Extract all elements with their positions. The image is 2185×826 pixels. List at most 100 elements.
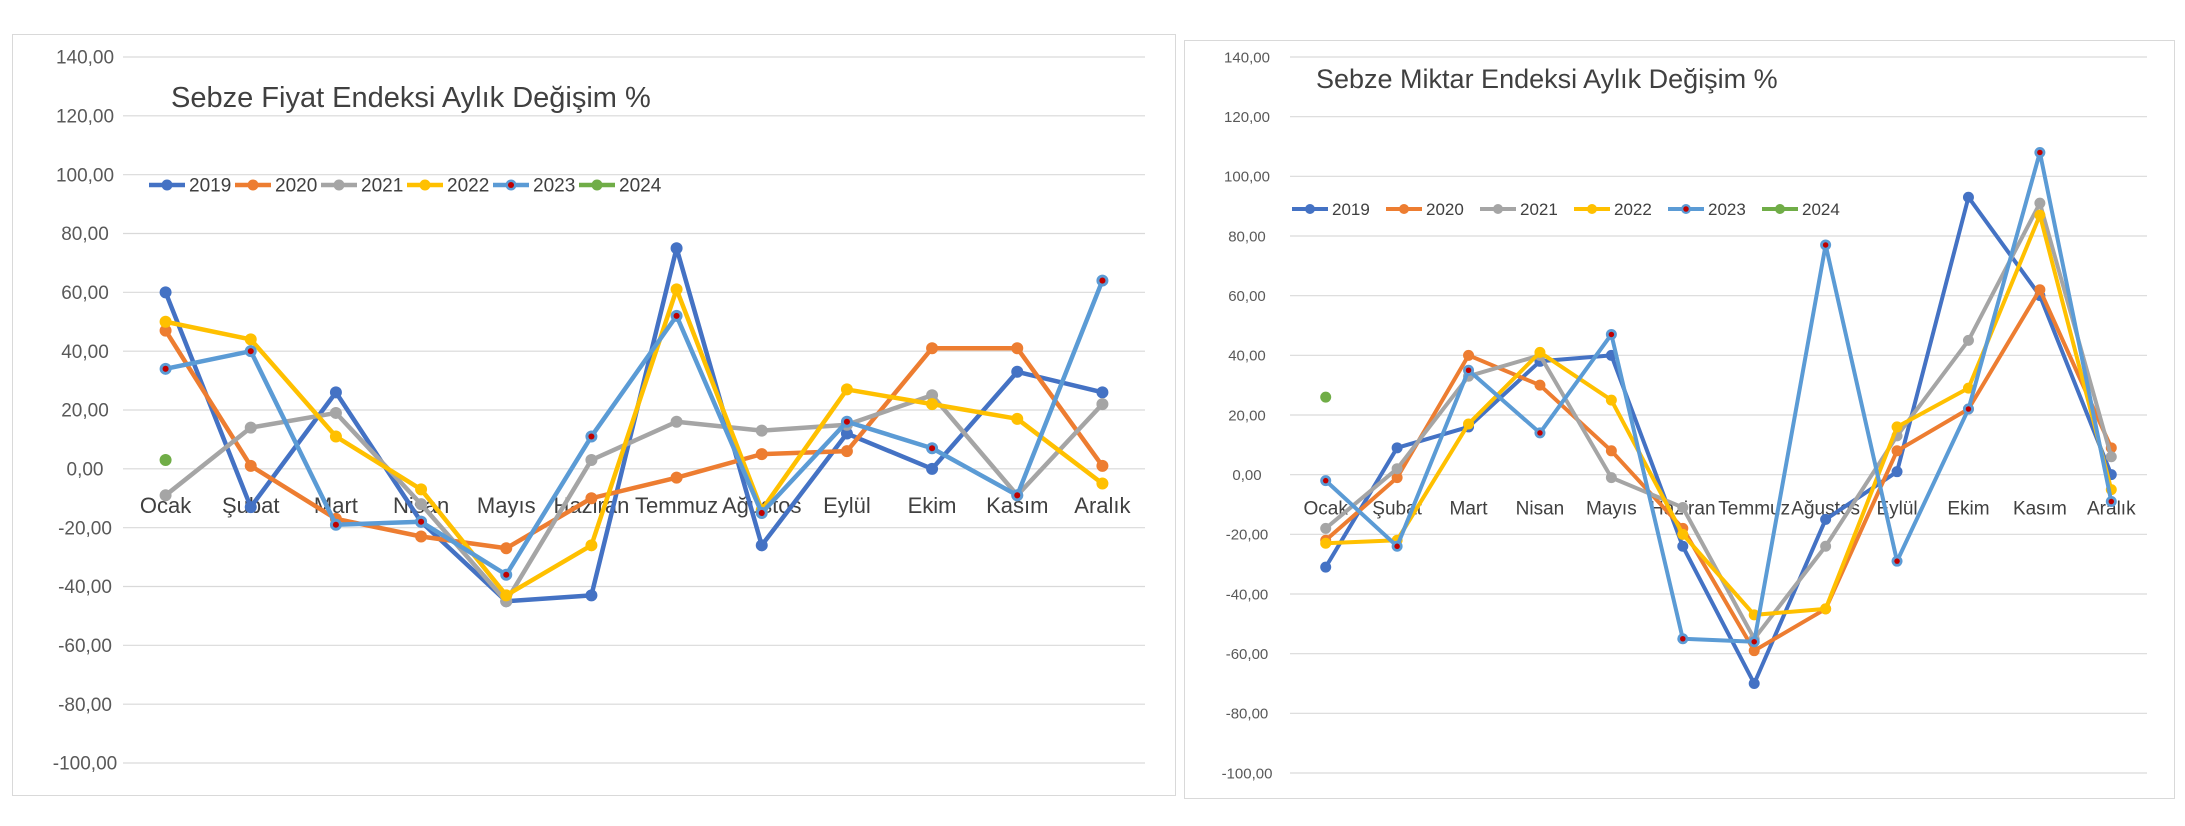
- chart-panel-fiyat: 140,00 120,00 100,00 80,00 60,00 40,00 20,00 0,…: [12, 34, 1176, 796]
- data-point-2021: [585, 454, 598, 467]
- x-category-label: Temmuz: [1718, 499, 1790, 520]
- data-point-2022: [1534, 346, 1546, 358]
- data-point-center-2023: [1680, 636, 1686, 642]
- data-point-2019: [244, 501, 257, 514]
- data-point-2021: [1320, 522, 1332, 534]
- data-point-center-2023: [673, 312, 680, 319]
- y-tick-label: -40,00: [58, 577, 112, 598]
- data-point-2022: [500, 589, 513, 602]
- legend-marker-2019: [1305, 204, 1315, 214]
- x-category-label: Nisan: [1516, 499, 1565, 520]
- data-point-2021: [1962, 334, 1974, 346]
- data-point-center-2023: [1822, 242, 1829, 248]
- data-point-center-2023: [2108, 498, 2115, 505]
- data-point-2022: [1820, 603, 1832, 615]
- data-point-center-2023: [758, 509, 765, 516]
- data-point-2021: [670, 415, 683, 428]
- data-point-2020: [415, 530, 428, 543]
- y-tick-label: -80,00: [58, 695, 112, 716]
- data-point-center-2023: [1537, 430, 1543, 436]
- x-category-label: Ağustos: [1791, 499, 1860, 520]
- legend-marker-center-2023: [507, 181, 515, 189]
- data-point-2021: [1820, 540, 1832, 552]
- data-point-2019: [1011, 365, 1024, 378]
- data-point-2021: [2034, 197, 2046, 209]
- data-point-2022: [670, 283, 683, 296]
- data-point-2019: [329, 386, 342, 399]
- data-point-2019: [1962, 191, 1974, 203]
- chart-panel-miktar: 140,00 120,00 100,00 80,00 60,00 40,00 20,00 0,…: [1184, 40, 2175, 799]
- data-point-2019: [1677, 540, 1689, 552]
- y-tick-label: -80,00: [1226, 706, 1269, 723]
- chart-title: Sebze Miktar Endeksi Aylık Değişim %: [1316, 64, 1778, 94]
- x-category-label: Mayıs: [477, 493, 536, 518]
- legend-marker-2021: [1493, 204, 1503, 214]
- y-tick-label: -40,00: [1226, 586, 1269, 603]
- data-point-2019: [1820, 513, 1832, 525]
- y-tick-label: 0,00: [67, 459, 104, 480]
- legend-marker-center-2023: [1683, 206, 1689, 212]
- legend-marker-2022: [419, 179, 431, 191]
- data-point-2019: [926, 462, 939, 475]
- data-point-2020: [755, 448, 768, 461]
- y-tick-label: 20,00: [1228, 407, 1266, 424]
- data-point-2020: [244, 459, 257, 472]
- data-point-center-2023: [2037, 149, 2043, 156]
- y-tick-label: 120,00: [56, 106, 114, 127]
- series-line-2019: [163, 245, 1105, 604]
- data-point-2020: [1463, 349, 1475, 361]
- legend-marker-2021: [333, 179, 345, 191]
- legend-label-2024: 2024: [619, 176, 662, 197]
- data-point-center-2023: [1751, 638, 1757, 645]
- series-line-2020: [163, 328, 1105, 551]
- data-point-2021: [329, 406, 342, 419]
- y-tick-label: 80,00: [1228, 228, 1266, 245]
- legend-label-2021: 2021: [361, 176, 403, 197]
- data-point-2022: [1011, 412, 1024, 425]
- y-tick-label: 40,00: [1228, 348, 1266, 365]
- x-category-label: Temmuz: [635, 493, 718, 518]
- y-tick-label: 20,00: [61, 401, 109, 422]
- legend-label-2023: 2023: [1708, 200, 1746, 219]
- data-point-2022: [415, 483, 428, 496]
- series-line-2022: [163, 287, 1105, 598]
- x-category-label: Ekim: [908, 493, 957, 518]
- data-point-2019: [670, 242, 683, 255]
- data-point-2019: [1891, 466, 1903, 478]
- y-tick-label: -60,00: [1226, 646, 1269, 663]
- data-point-2021: [1605, 472, 1617, 484]
- legend-marker-2020: [1399, 204, 1409, 214]
- data-point-2022: [1677, 528, 1689, 540]
- data-point-2020: [500, 542, 513, 555]
- data-point-2019: [1748, 678, 1760, 689]
- data-point-center-2023: [929, 445, 936, 452]
- legend-label-2020: 2020: [275, 176, 317, 197]
- data-point-2019: [1096, 386, 1109, 399]
- x-category-label: Mart: [1450, 499, 1489, 520]
- data-point-2020: [585, 492, 598, 505]
- data-point-2020: [1534, 379, 1546, 391]
- data-point-2022: [329, 430, 342, 443]
- y-tick-label: 100,00: [56, 165, 114, 186]
- data-point-center-2023: [332, 521, 339, 528]
- data-point-2022: [1605, 394, 1617, 406]
- legend-marker-2020: [247, 179, 259, 191]
- legend-label-2022: 2022: [1614, 200, 1652, 219]
- chart-miktar: 140,00 120,00 100,00 80,00 60,00 40,00 20,00 0,…: [1222, 49, 2147, 782]
- data-point-2022: [1463, 418, 1475, 430]
- series-line-2021: [163, 393, 1105, 604]
- data-point-2022: [2034, 209, 2046, 221]
- data-point-center-2023: [1099, 277, 1106, 284]
- legend-marker-2022: [1587, 204, 1597, 214]
- data-point-2024: [1320, 391, 1332, 403]
- y-tick-label: -20,00: [1226, 527, 1269, 544]
- y-tick-label: 100,00: [1224, 169, 1270, 186]
- y-tick-label: -100,00: [53, 754, 117, 775]
- data-point-center-2023: [503, 571, 510, 578]
- legend-label-2022: 2022: [447, 176, 489, 197]
- data-point-2021: [1096, 398, 1109, 411]
- x-category-label: Eylül: [823, 493, 871, 518]
- y-tick-label: 80,00: [61, 224, 109, 245]
- data-point-2022: [1096, 477, 1109, 490]
- data-point-center-2023: [1394, 543, 1400, 550]
